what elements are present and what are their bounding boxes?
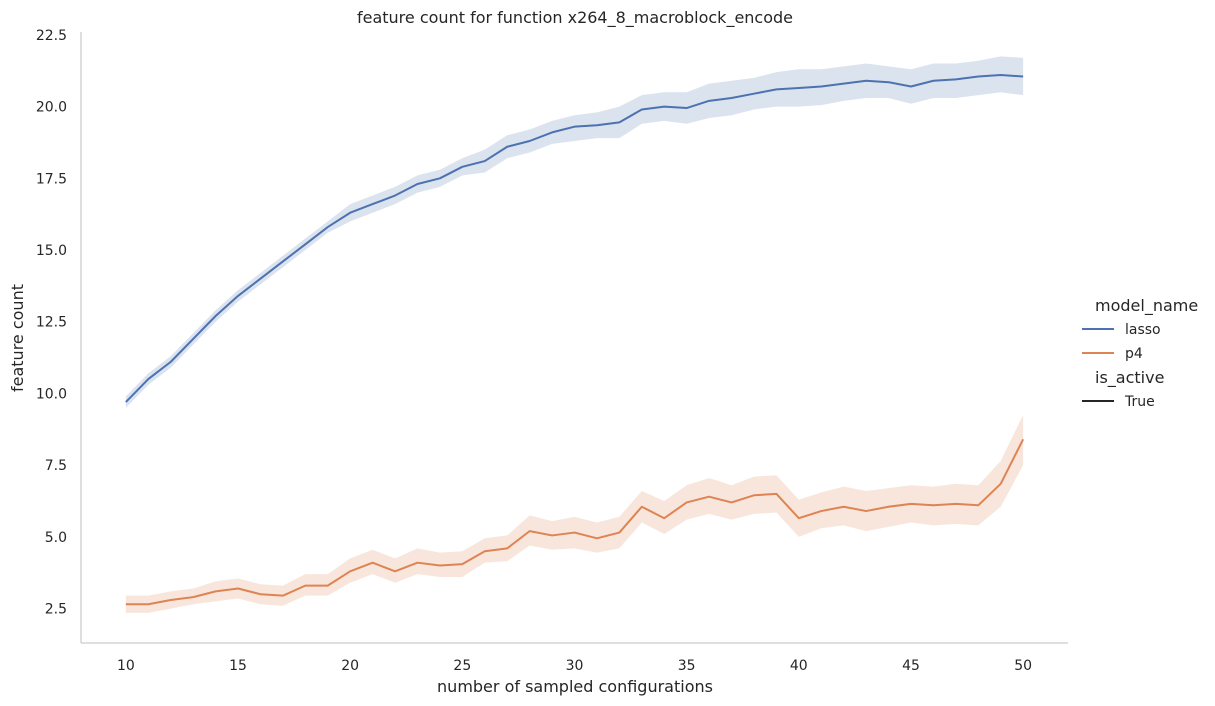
confidence-bands bbox=[125, 56, 1024, 613]
y-tick-label: 15.0 bbox=[36, 243, 67, 259]
legend-entry-label: lasso bbox=[1125, 322, 1161, 338]
series-line-lasso bbox=[125, 74, 1024, 403]
x-tick-labels: 10 15 20 25 30 35 40 45 50 bbox=[117, 658, 1032, 674]
x-axis-label: number of sampled configurations bbox=[437, 677, 713, 696]
y-tick-label: 2.5 bbox=[45, 602, 67, 618]
legend-entry-label: True bbox=[1124, 394, 1155, 410]
chart-title: feature count for function x264_8_macrob… bbox=[357, 8, 793, 28]
x-tick-label: 25 bbox=[453, 658, 471, 674]
y-tick-label: 12.5 bbox=[36, 315, 67, 331]
x-tick-label: 35 bbox=[678, 658, 696, 674]
confidence-band-p4 bbox=[125, 414, 1024, 613]
y-tick-label: 10.0 bbox=[36, 386, 67, 402]
confidence-band-lasso bbox=[125, 56, 1024, 408]
x-tick-label: 50 bbox=[1014, 658, 1032, 674]
y-tick-labels: 2.5 5.0 7.5 10.0 12.5 15.0 17.5 20.0 22.5 bbox=[36, 28, 67, 618]
series-lines bbox=[125, 74, 1025, 606]
x-tick-label: 15 bbox=[229, 658, 247, 674]
legend-entry-label: p4 bbox=[1125, 346, 1143, 362]
x-tick-label: 45 bbox=[902, 658, 920, 674]
x-tick-label: 20 bbox=[341, 658, 359, 674]
y-tick-label: 20.0 bbox=[36, 100, 67, 116]
y-tick-label: 22.5 bbox=[36, 28, 67, 44]
x-tick-label: 10 bbox=[117, 658, 135, 674]
series-line-p4 bbox=[125, 438, 1025, 606]
x-tick-label: 30 bbox=[566, 658, 584, 674]
y-axis-label: feature count bbox=[8, 284, 27, 392]
y-tick-label: 7.5 bbox=[45, 458, 67, 474]
x-tick-label: 40 bbox=[790, 658, 808, 674]
y-tick-label: 5.0 bbox=[45, 530, 67, 546]
legend-title: is_active bbox=[1095, 368, 1164, 388]
legend-title: model_name bbox=[1095, 296, 1198, 316]
y-tick-label: 17.5 bbox=[36, 171, 67, 187]
